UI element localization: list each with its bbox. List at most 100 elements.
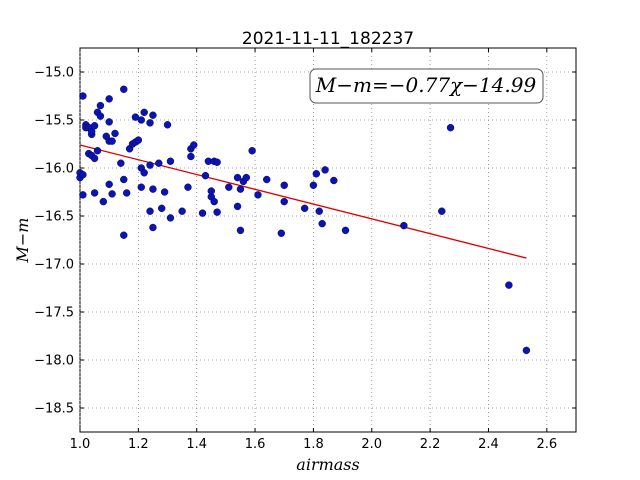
data-point xyxy=(207,187,215,195)
data-point xyxy=(321,166,329,174)
data-point xyxy=(90,189,99,197)
data-point xyxy=(79,191,87,199)
data-point xyxy=(280,197,288,206)
data-point xyxy=(140,169,148,177)
data-point xyxy=(149,111,157,119)
fit-line xyxy=(79,144,527,259)
data-point xyxy=(149,223,157,232)
data-point xyxy=(213,158,221,166)
y-tick-label: −16.0 xyxy=(34,162,74,177)
data-point xyxy=(90,154,99,163)
data-point xyxy=(117,159,125,167)
data-point xyxy=(155,159,163,167)
plot-area xyxy=(79,47,577,433)
data-point xyxy=(280,181,288,189)
x-tick-label: 1.4 xyxy=(186,437,207,452)
y-tick-label: −16.5 xyxy=(34,210,74,225)
y-axis-label: M−m xyxy=(13,218,32,264)
data-point xyxy=(146,207,154,215)
data-point xyxy=(190,141,198,149)
data-point xyxy=(446,123,455,132)
data-point xyxy=(300,204,309,213)
data-point xyxy=(522,346,531,355)
data-point xyxy=(99,197,108,206)
data-point xyxy=(236,185,245,193)
y-tick-label: −15.0 xyxy=(34,66,74,81)
x-axis-label: airmass xyxy=(296,455,359,474)
data-point xyxy=(201,171,210,180)
data-point xyxy=(137,183,145,191)
data-point xyxy=(93,147,102,155)
data-point xyxy=(149,185,157,193)
data-point xyxy=(400,221,408,230)
data-point xyxy=(111,129,119,138)
axis-ticks: 1.0 1.2 1.4 1.6 1.8 2.0 2.2 2.4 2.6 −15.0 −15.5 −16… xyxy=(34,48,576,452)
data-point xyxy=(105,118,113,126)
data-point xyxy=(166,157,175,165)
data-point xyxy=(184,183,192,191)
data-point xyxy=(108,137,116,145)
chart-title: 2021-11-11_182237 xyxy=(242,29,414,49)
data-point xyxy=(225,183,233,191)
y-tick-label: −18.5 xyxy=(34,402,74,417)
fit-line-group xyxy=(79,144,527,259)
y-tick-label: −15.5 xyxy=(34,114,74,129)
data-point xyxy=(242,173,251,182)
data-point xyxy=(79,92,87,100)
x-tick-label: 2.0 xyxy=(361,437,382,452)
data-point xyxy=(137,116,145,124)
y-tick-label: −18.0 xyxy=(34,354,74,369)
data-point xyxy=(105,95,113,103)
data-point xyxy=(312,170,321,178)
x-tick-label: 1.8 xyxy=(303,437,324,452)
data-point xyxy=(236,226,245,235)
data-point xyxy=(213,208,221,216)
data-point xyxy=(120,85,128,93)
data-point xyxy=(248,147,256,155)
data-points xyxy=(76,85,531,355)
data-point xyxy=(120,231,128,239)
y-tick-label: −17.5 xyxy=(34,306,74,321)
data-point xyxy=(131,113,140,121)
data-point xyxy=(233,202,242,211)
data-point xyxy=(178,207,186,215)
fit-equation: M−m=−0.77χ−14.99 xyxy=(315,73,537,97)
data-point xyxy=(330,176,338,185)
data-point xyxy=(120,175,128,184)
data-point xyxy=(108,190,116,198)
data-point xyxy=(187,152,195,161)
data-point xyxy=(146,119,154,127)
data-point xyxy=(438,207,446,215)
y-tick-label: −17.0 xyxy=(34,258,74,273)
x-tick-label: 1.2 xyxy=(128,437,149,452)
data-point xyxy=(160,188,169,196)
data-point xyxy=(315,207,323,215)
data-point xyxy=(79,171,87,179)
annotation-box: M−m=−0.77χ−14.99 xyxy=(309,68,544,104)
data-point xyxy=(105,180,113,189)
data-point xyxy=(505,281,513,289)
x-tick-label: 2.4 xyxy=(478,437,499,452)
data-point xyxy=(198,209,207,217)
data-point xyxy=(90,122,99,130)
x-tick-label: 2.2 xyxy=(420,437,441,452)
data-point xyxy=(122,189,131,197)
data-point xyxy=(163,121,172,129)
data-point xyxy=(96,112,105,120)
data-point xyxy=(210,197,218,206)
data-point xyxy=(318,219,326,228)
data-point xyxy=(233,173,242,182)
data-point xyxy=(254,191,262,199)
data-point xyxy=(309,181,318,189)
x-tick-label: 1.6 xyxy=(245,437,266,452)
x-tick-label: 1.0 xyxy=(70,437,91,452)
data-point xyxy=(263,175,271,184)
data-point xyxy=(341,226,350,235)
data-point xyxy=(140,108,148,117)
data-point xyxy=(96,101,105,110)
data-point xyxy=(134,136,143,144)
data-point xyxy=(166,214,175,222)
data-point xyxy=(277,229,286,237)
data-point xyxy=(157,204,166,213)
